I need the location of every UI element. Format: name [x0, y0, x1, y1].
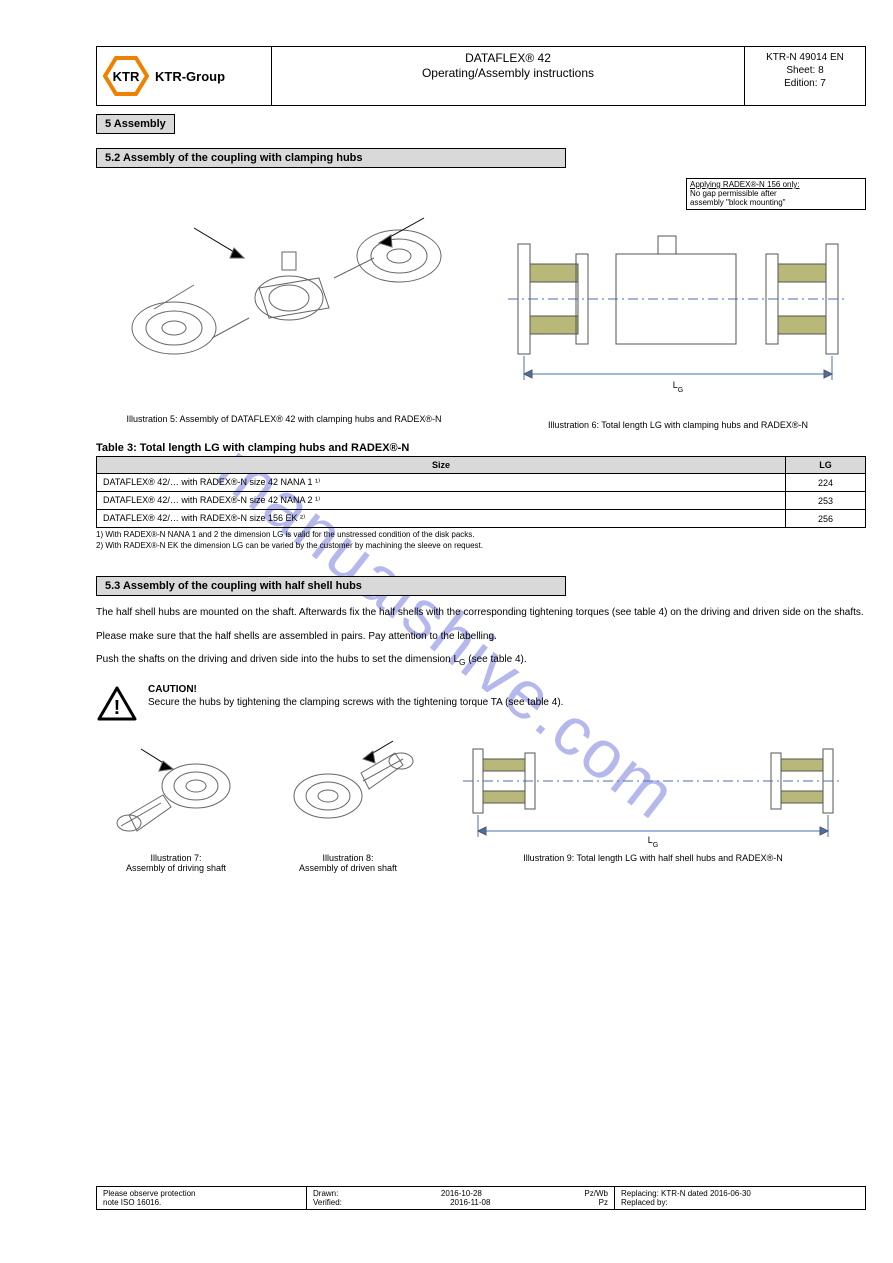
- table3-title: Table 3: Total length LG with clamping h…: [96, 442, 866, 454]
- brand-label: KTR-Group: [155, 69, 225, 84]
- section-pill: 5 Assembly: [96, 114, 175, 134]
- footer-col2: Drawn: 2016-10-28 Pz/Wb Verified: 2016-1…: [307, 1187, 615, 1209]
- page-content: KTR KTR-Group DATAFLEX® 42 Operating/Ass…: [96, 46, 866, 873]
- fig6-label: Illustration 6: Total length LG with cla…: [490, 420, 866, 430]
- t3-h-size: Size: [97, 457, 786, 474]
- caution-triangle-icon: !: [96, 685, 138, 723]
- svg-text:LG: LG: [648, 835, 658, 849]
- sec53-p2: Please make sure that the half shells ar…: [96, 630, 866, 644]
- header-right: KTR-N 49014 EN Sheet: 8 Edition: 7: [745, 47, 865, 105]
- f-replby: Replaced by:: [621, 1198, 859, 1207]
- caution-text: CAUTION! Secure the hubs by tightening t…: [148, 683, 563, 709]
- fig7-label-a: Illustration 7:: [96, 853, 256, 863]
- t3-r1-r: 253: [786, 492, 866, 510]
- f-replfor-l: Replacing:: [621, 1189, 659, 1198]
- footer-col3: Replacing: KTR-N dated 2016-06-30 Replac…: [615, 1187, 865, 1209]
- t3-r1-l: DATAFLEX® 42/… with RADEX®-N size 42 NAN…: [97, 492, 786, 510]
- hdr-ed-v: 7: [820, 78, 826, 89]
- t3-r0-r: 224: [786, 474, 866, 492]
- t3-r2-l: DATAFLEX® 42/… with RADEX®-N size 156 EK…: [97, 510, 786, 528]
- fig6-note-l1: Applying RADEX®-N 156 only:: [690, 180, 800, 189]
- fig6-note-l3: assembly "block mounting": [690, 198, 786, 207]
- fig9-col: LG Illustration 9: Total length LG with …: [440, 731, 866, 873]
- sec53-p3: Push the shafts on the driving and drive…: [96, 653, 866, 668]
- figure-6: LG: [498, 214, 858, 414]
- footer-atex-2: note ISO 16016.: [103, 1198, 300, 1207]
- fig9-label: Illustration 9: Total length LG with hal…: [440, 853, 866, 863]
- fig7-col: Illustration 7: Assembly of driving shaf…: [96, 731, 256, 873]
- hdr-kn-l: KTR-N: [766, 52, 797, 63]
- t3-foot1: 1) With RADEX®-N NANA 1 and 2 the dimens…: [96, 530, 866, 539]
- fig5-col: Illustration 5: Assembly of DATAFLEX® 42…: [96, 178, 472, 430]
- ktr-logo-icon: KTR: [103, 56, 149, 96]
- f-drawn-d: 2016-10-28: [441, 1189, 482, 1198]
- figure-9: LG: [453, 731, 853, 851]
- hdr-sh-l: Sheet:: [786, 65, 815, 76]
- table-row: DATAFLEX® 42/… with RADEX®-N size 156 EK…: [97, 510, 866, 528]
- t3-h-lg: LG: [786, 457, 866, 474]
- figure-5: [104, 178, 464, 408]
- hdr-kn-v: 49014 EN: [799, 52, 843, 63]
- footer-col1: Please observe protection note ISO 16016…: [97, 1187, 307, 1209]
- svg-text:KTR: KTR: [113, 69, 140, 84]
- fig-row-5-6: Illustration 5: Assembly of DATAFLEX® 42…: [96, 178, 866, 430]
- f-ver-l: Verified:: [313, 1198, 342, 1207]
- fig6-note-l2: No gap permissible after: [690, 189, 777, 198]
- fig7-label-b: Assembly of driving shaft: [96, 863, 256, 873]
- fig8-col: Illustration 8: Assembly of driven shaft: [268, 731, 428, 873]
- caution-row: ! CAUTION! Secure the hubs by tightening…: [96, 683, 866, 723]
- footer-box: Please observe protection note ISO 16016…: [96, 1186, 866, 1210]
- section-53-title: 5.3 Assembly of the coupling with half s…: [96, 576, 566, 596]
- table-row: DATAFLEX® 42/… with RADEX®-N size 42 NAN…: [97, 492, 866, 510]
- header-mid: DATAFLEX® 42 Operating/Assembly instruct…: [272, 47, 745, 105]
- fig5-label: Illustration 5: Assembly of DATAFLEX® 42…: [96, 414, 472, 424]
- fig8-label-b: Assembly of driven shaft: [268, 863, 428, 873]
- sec53-p3-post: (see table 4).: [466, 654, 527, 665]
- section-52-title: 5.2 Assembly of the coupling with clampi…: [96, 148, 566, 168]
- hdr-ed-l: Edition:: [784, 78, 817, 89]
- header-left: KTR KTR-Group: [97, 47, 272, 105]
- fig8-label-a: Illustration 8:: [268, 853, 428, 863]
- fig-row-789: Illustration 7: Assembly of driving shaf…: [96, 731, 866, 873]
- hdr-mid-line2: Operating/Assembly instructions: [280, 66, 736, 81]
- figure-7: [101, 731, 251, 851]
- table3: Size LG DATAFLEX® 42/… with RADEX®-N siz…: [96, 456, 866, 528]
- f-drawn-l: Drawn:: [313, 1189, 338, 1198]
- svg-text:!: !: [114, 697, 121, 719]
- t3-r0-l: DATAFLEX® 42/… with RADEX®-N size 42 NAN…: [97, 474, 786, 492]
- figure-8: [273, 731, 423, 851]
- f-drawn-by: Pz/Wb: [584, 1189, 608, 1198]
- f-replfor-v: KTR-N dated 2016-06-30: [661, 1189, 751, 1198]
- hdr-mid-line1: DATAFLEX® 42: [280, 51, 736, 66]
- f-ver-by: Pz: [599, 1198, 608, 1207]
- caution-body: Secure the hubs by tightening the clampi…: [148, 696, 563, 709]
- caution-head: CAUTION!: [148, 683, 563, 696]
- t3-foot2: 2) With RADEX®-N EK the dimension LG can…: [96, 541, 866, 550]
- header-box: KTR KTR-Group DATAFLEX® 42 Operating/Ass…: [96, 46, 866, 106]
- f-ver-d: 2016-11-08: [450, 1198, 490, 1207]
- svg-text:LG: LG: [673, 380, 683, 394]
- hdr-sh-v: 8: [818, 65, 824, 76]
- fig6-note: Applying RADEX®-N 156 only: No gap permi…: [686, 178, 866, 210]
- sec53-p3-pre: Push the shafts on the driving and drive…: [96, 654, 459, 665]
- table-row: DATAFLEX® 42/… with RADEX®-N size 42 NAN…: [97, 474, 866, 492]
- t3-r2-r: 256: [786, 510, 866, 528]
- sec53-p1: The half shell hubs are mounted on the s…: [96, 606, 866, 620]
- footer-atex-1: Please observe protection: [103, 1189, 300, 1198]
- fig6-col: Applying RADEX®-N 156 only: No gap permi…: [490, 178, 866, 430]
